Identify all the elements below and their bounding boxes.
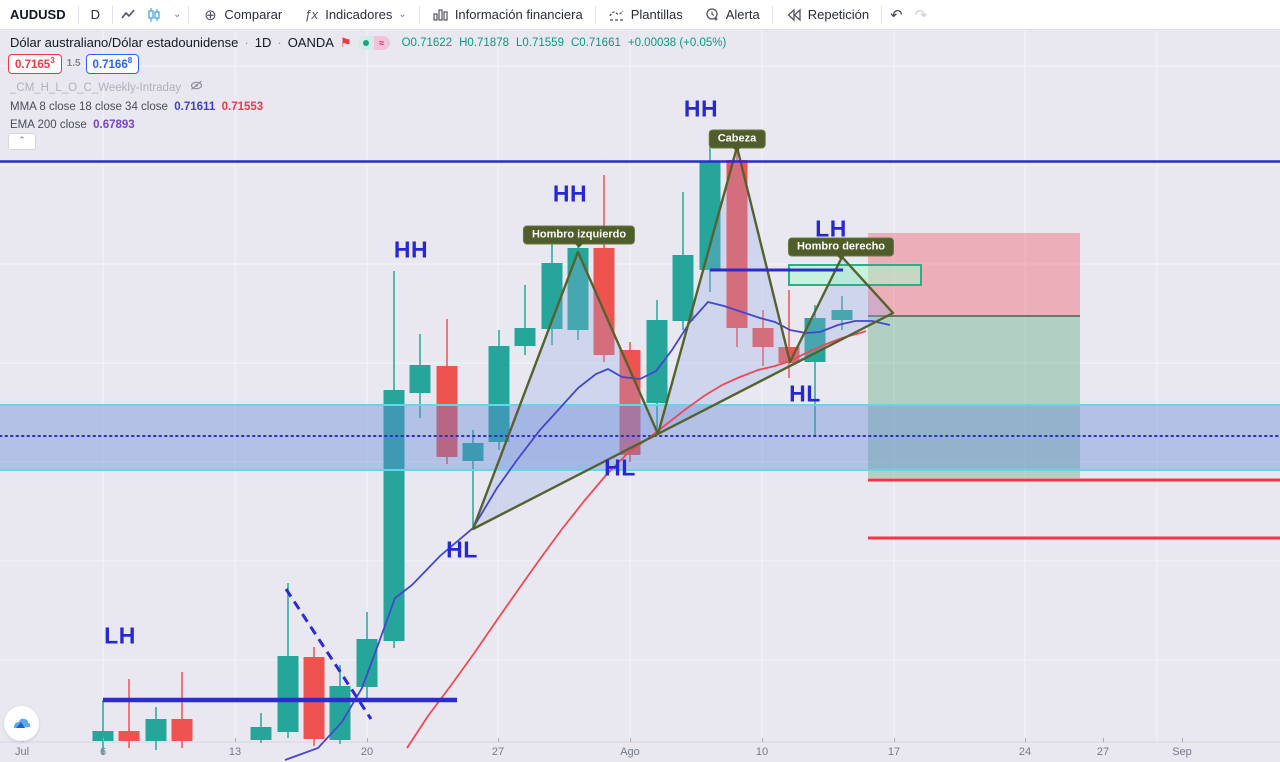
ma-blue-line	[284, 300, 891, 761]
toolbar-divider	[77, 5, 79, 24]
compare-button[interactable]: ⊕ Comparar	[191, 0, 292, 29]
toolbar-divider	[112, 5, 114, 24]
pattern-badge[interactable]: Hombro derecho	[787, 237, 895, 257]
tradingview-logo[interactable]	[4, 706, 39, 741]
change-value: +0.00038 (+0.05%)	[627, 36, 727, 49]
chevron-down-icon: ⌄	[398, 9, 407, 20]
legend-collapse-button[interactable]: ⌃	[8, 133, 36, 150]
alarm-clock-icon	[703, 6, 721, 24]
open-value: O0.71622	[401, 36, 453, 49]
candlestick-icon	[145, 6, 163, 24]
symbol-info-row: Dólar australiano/Dólar estadounidense ·…	[10, 35, 726, 50]
bid-ask-row: 0.71653 1.5 0.71668	[8, 54, 140, 74]
flag-icon[interactable]: ⚑	[339, 35, 352, 50]
ohlc-values: O0.71622 H0.71878 L0.71559 C0.71661 +0.0…	[402, 37, 727, 49]
ema-value: 0.67893	[93, 119, 135, 131]
redo-button[interactable]: ↷	[914, 6, 928, 24]
replay-button[interactable]: Repetición	[775, 0, 879, 29]
swing-label-hl[interactable]: HL	[604, 454, 636, 481]
legend-row-mma[interactable]: MMA 8 close 18 close 34 close 0.71611 0.…	[10, 98, 263, 117]
templates-label: Plantillas	[630, 7, 683, 22]
high-value: H0.71878	[459, 36, 509, 49]
pattern-badge[interactable]: Cabeza	[708, 129, 766, 149]
toolbar-divider	[188, 5, 190, 24]
symbol-title[interactable]: Dólar australiano/Dólar estadounidense	[10, 35, 239, 50]
line-chart-icon	[119, 6, 137, 24]
entry-box	[788, 264, 922, 286]
undo-button[interactable]: ↶	[890, 6, 903, 24]
financials-label: Información financiera	[454, 7, 583, 22]
position-zones	[868, 233, 1080, 478]
horizontal-lines	[0, 160, 1280, 703]
interval-button[interactable]: D	[81, 0, 110, 29]
mountain-cloud-icon	[13, 718, 30, 728]
swing-label-hh[interactable]: HH	[683, 95, 719, 122]
symbol-interval: 1D	[254, 35, 272, 50]
toolbar-divider	[771, 5, 773, 24]
approx-icon: ≈	[373, 35, 390, 50]
bar-chart-icon	[432, 6, 450, 24]
indicators-label: Indicadores	[325, 7, 393, 22]
market-status-pill[interactable]: ≈	[357, 35, 390, 50]
mma-value-1: 0.71611	[174, 100, 216, 113]
alert-label: Alerta	[725, 7, 760, 22]
gridlines	[0, 29, 1280, 742]
swing-label-hh[interactable]: HH	[393, 236, 429, 263]
spread-value: 1.5	[66, 58, 81, 70]
profit-zone	[868, 316, 1080, 478]
ma-red-line	[406, 330, 867, 749]
market-open-dot-icon	[357, 35, 374, 50]
hidden-indicator-title: _CM_H_L_O_C_Weekly-Intraday	[10, 82, 182, 94]
legend-row-ema[interactable]: EMA 200 close 0.67893	[10, 116, 263, 135]
toolbar-divider	[418, 5, 420, 24]
toolbar-divider	[594, 5, 596, 24]
symbol-label: AUDUSD	[10, 7, 66, 22]
swing-label-lh[interactable]: LH	[104, 622, 136, 649]
support-band	[0, 404, 1280, 471]
top-toolbar: AUDUSD D ⌄ ⊕ Comparar ƒx Indicadores ⌄ I…	[0, 0, 1280, 30]
mma-title: MMA 8 close 18 close 34 close	[10, 100, 168, 113]
separator-dot: ·	[244, 35, 249, 50]
toolbar-divider	[881, 5, 883, 24]
symbol-button[interactable]: AUDUSD	[0, 0, 76, 29]
chevron-down-icon: ⌄	[173, 9, 182, 20]
swing-label-hh[interactable]: HH	[552, 180, 588, 207]
fx-icon: ƒx	[304, 7, 319, 22]
pattern-badge[interactable]: Hombro izquierdo	[522, 225, 636, 245]
plus-circle-icon: ⊕	[204, 6, 217, 24]
close-value: C0.71661	[570, 36, 621, 49]
separator-dot: ·	[277, 35, 282, 50]
replay-label: Repetición	[807, 7, 870, 22]
rewind-icon	[785, 6, 803, 24]
alert-button[interactable]: Alerta	[693, 0, 770, 29]
head-shoulders-outline	[471, 145, 895, 531]
eye-slash-icon[interactable]	[190, 80, 203, 94]
indicator-legend: _CM_H_L_O_C_Weekly-Intraday MMA 8 close …	[10, 78, 263, 135]
swing-label-hl[interactable]: HL	[789, 380, 821, 407]
swing-label-hl[interactable]: HL	[446, 536, 478, 563]
financials-button[interactable]: Información financiera	[422, 0, 593, 29]
templates-button[interactable]: Plantillas	[598, 0, 693, 29]
chart-type-dropdown[interactable]: ⌄	[167, 0, 186, 29]
low-value: L0.71559	[516, 36, 564, 49]
indicators-button[interactable]: ƒx Indicadores ⌄	[292, 0, 417, 29]
template-icon	[608, 6, 626, 24]
candlestick-chart-type-button[interactable]	[141, 0, 167, 29]
head-shoulders-fill	[473, 147, 893, 529]
dashed-trend-line	[284, 588, 373, 720]
symbol-exchange: OANDA	[287, 35, 334, 50]
legend-row-hidden-indicator[interactable]: _CM_H_L_O_C_Weekly-Intraday	[10, 78, 263, 98]
line-chart-type-button[interactable]	[115, 0, 141, 29]
sell-button[interactable]: 0.71653	[8, 54, 62, 74]
buy-button[interactable]: 0.71668	[85, 54, 140, 74]
interval-label: D	[90, 7, 101, 22]
mma-value-2: 0.71553	[221, 100, 264, 113]
compare-label: Comparar	[224, 7, 283, 22]
ema-title: EMA 200 close	[10, 119, 87, 131]
